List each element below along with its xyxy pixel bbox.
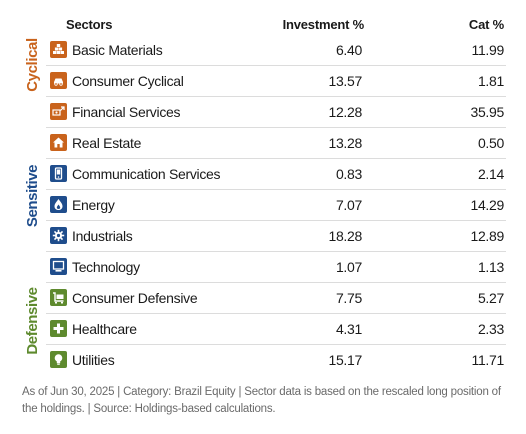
basic-materials-icon: [50, 41, 67, 58]
investment-value: 15.17: [328, 352, 362, 368]
table-row: Industrials 18.28 12.89: [46, 220, 506, 252]
sector-name: Real Estate: [72, 135, 142, 151]
cart-icon: [50, 289, 67, 306]
investment-value: 4.31: [335, 321, 362, 337]
table-row: Financial Services 12.28 35.95: [46, 96, 506, 128]
investment-value: 7.75: [335, 290, 362, 306]
cat-value: 35.95: [470, 104, 504, 120]
car-icon: [50, 72, 67, 89]
table-row: Technology 1.07 1.13: [46, 251, 506, 283]
table-row: Healthcare 4.31 2.33: [46, 313, 506, 345]
table-row: Communication Services 0.83 2.14: [46, 158, 506, 190]
investment-value: 13.57: [328, 73, 362, 89]
house-icon: [50, 134, 67, 151]
group-label-sensitive: Sensitive: [24, 164, 41, 228]
gear-icon: [50, 227, 67, 244]
group-label-defensive: Defensive: [24, 287, 41, 355]
sector-name: Consumer Defensive: [72, 290, 198, 306]
group-label-cyclical: Cyclical: [24, 38, 41, 92]
cat-column-header: Cat %: [468, 17, 504, 32]
investment-value: 13.28: [328, 135, 362, 151]
sector-name: Communication Services: [72, 166, 221, 182]
computer-icon: [50, 258, 67, 275]
table-header: Sectors Investment % Cat %: [0, 0, 526, 34]
cat-value: 2.33: [477, 321, 504, 337]
investment-value: 12.28: [328, 104, 362, 120]
investment-column-header: Investment %: [282, 17, 365, 32]
sector-name: Technology: [72, 259, 140, 275]
sector-name: Utilities: [72, 352, 115, 368]
cat-value: 5.27: [477, 290, 504, 306]
table-row: Basic Materials 6.40 11.99: [46, 34, 506, 66]
flame-icon: [50, 196, 67, 213]
cat-value: 1.81: [477, 73, 504, 89]
sector-name: Healthcare: [72, 321, 137, 337]
sector-name: Consumer Cyclical: [72, 73, 184, 89]
money-icon: [50, 103, 67, 120]
cat-value: 11.99: [471, 42, 505, 58]
sector-name: Energy: [72, 197, 115, 213]
cat-value: 11.71: [471, 352, 505, 368]
table-row: Consumer Cyclical 13.57 1.81: [46, 65, 506, 97]
table-row: Energy 7.07 14.29: [46, 189, 506, 221]
investment-value: 6.40: [335, 42, 362, 58]
table-row: Utilities 15.17 11.71: [46, 344, 506, 375]
investment-value: 1.07: [335, 259, 362, 275]
bulb-icon: [50, 351, 67, 368]
sector-name: Basic Materials: [72, 42, 163, 58]
cat-value: 14.29: [470, 197, 504, 213]
table-row: Consumer Defensive 7.75 5.27: [46, 282, 506, 314]
footnote: As of Jun 30, 2025 | Category: Brazil Eq…: [22, 386, 501, 415]
sectors-column-header: Sectors: [66, 17, 113, 32]
cat-value: 2.14: [477, 166, 504, 182]
sector-name: Industrials: [72, 228, 133, 244]
investment-value: 0.83: [335, 166, 362, 182]
investment-value: 7.07: [335, 197, 362, 213]
cat-value: 12.89: [470, 228, 504, 244]
cat-value: 1.13: [477, 259, 504, 275]
investment-value: 18.28: [328, 228, 362, 244]
cross-icon: [50, 320, 67, 337]
sector-name: Financial Services: [72, 104, 181, 120]
cat-value: 0.50: [477, 135, 504, 151]
table-row: Real Estate 13.28 0.50: [46, 127, 506, 159]
phone-icon: [50, 165, 67, 182]
